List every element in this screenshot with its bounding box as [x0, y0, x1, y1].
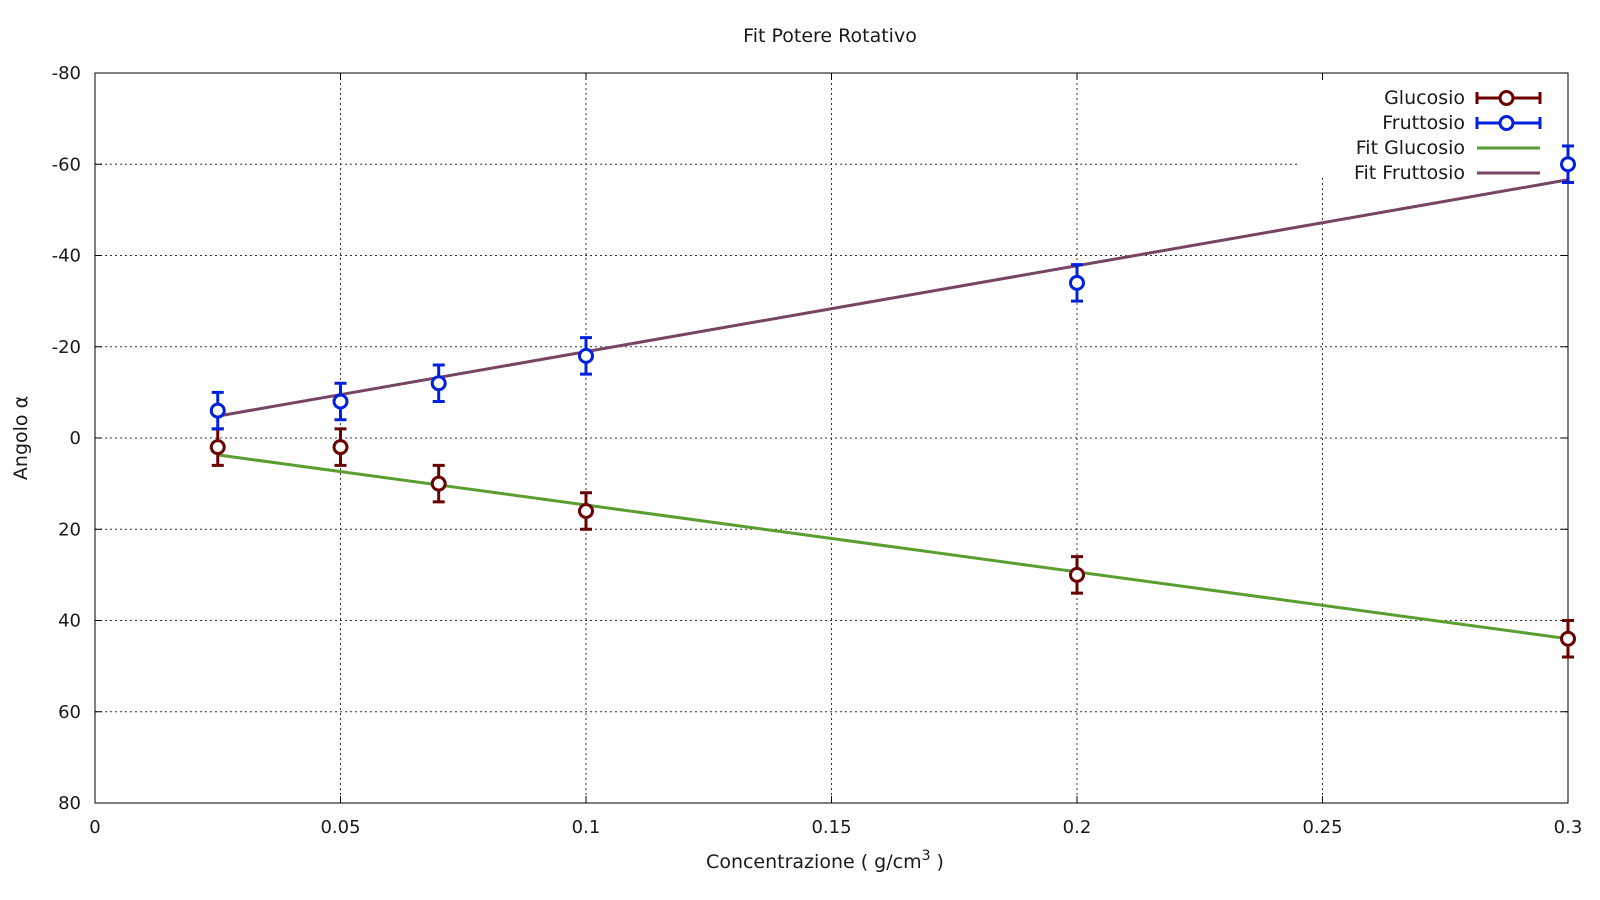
- data-marker: [1069, 274, 1085, 291]
- y-tick-label: 0: [70, 428, 81, 449]
- legend-item-fruttosio: Fruttosio: [1382, 112, 1542, 134]
- legend-item-glucosio: Glucosio: [1384, 87, 1542, 109]
- data-point-glucosio: [1560, 619, 1576, 659]
- data-marker: [430, 375, 447, 392]
- data-point-fruttosio: [332, 381, 349, 422]
- y-axis-label: Angolo α: [10, 396, 32, 480]
- data-point-glucosio: [1069, 555, 1085, 595]
- x-tick-label: 0.15: [811, 817, 851, 838]
- data-point-fruttosio: [209, 390, 226, 431]
- x-axis-label-end: ): [931, 851, 944, 873]
- y-tick-label: -40: [52, 246, 81, 267]
- y-tick-label: 40: [58, 611, 81, 632]
- y-tick-label: -60: [52, 154, 81, 175]
- legend-sample-marker: [1498, 115, 1515, 131]
- legend-label: Glucosio: [1384, 87, 1465, 109]
- legend-item-fit-fruttosio: Fit Fruttosio: [1354, 162, 1540, 184]
- data-point-glucosio: [209, 427, 226, 467]
- legend: Glucosio Fruttosio Fit Glucosio Fit Fruttos…: [1354, 87, 1542, 184]
- x-tick-label: 0.1: [572, 817, 601, 838]
- y-tick-label: 80: [58, 793, 81, 814]
- plot-area: [209, 144, 1576, 659]
- x-tick-label: 0: [89, 817, 100, 838]
- data-marker: [1560, 630, 1576, 647]
- y-tick-label: -20: [52, 337, 81, 358]
- legend-item-fit-glucosio: Fit Glucosio: [1356, 137, 1540, 159]
- legend-label: Fit Glucosio: [1356, 137, 1465, 159]
- data-point-glucosio: [430, 463, 447, 504]
- data-marker: [578, 503, 594, 519]
- axes: 0 0.05 0.1 0.15 0.2 0.25 0.3 -80 -60 -40 -20 0 20 40 6…: [52, 63, 1583, 838]
- y-tick-label: -80: [52, 63, 81, 84]
- y-tick-label: 20: [58, 519, 81, 540]
- data-point-fruttosio: [1069, 263, 1085, 303]
- data-point-fruttosio: [430, 363, 447, 403]
- data-marker: [209, 402, 226, 419]
- legend-sample-marker: [1498, 90, 1515, 106]
- x-tick-label: 0.05: [320, 817, 360, 838]
- grid: [95, 73, 1568, 803]
- data-point-glucosio: [332, 427, 349, 467]
- data-marker: [430, 475, 447, 492]
- data-marker: [332, 439, 349, 456]
- data-marker: [578, 347, 594, 364]
- series-line-fit-glucosio: [217, 453, 1569, 641]
- data-marker: [1560, 156, 1576, 173]
- data-point-fruttosio: [1560, 144, 1576, 184]
- x-axis-label-text: Concentrazione ( g/cm: [706, 851, 922, 873]
- x-axis-label: Concentrazione ( g/cm3 ): [706, 848, 944, 873]
- data-marker: [332, 393, 349, 410]
- data-point-fruttosio: [578, 336, 594, 376]
- y-tick-label: 60: [58, 702, 81, 723]
- x-axis-label-superscript: 3: [922, 848, 931, 864]
- x-tick-label: 0.2: [1063, 817, 1092, 838]
- data-marker: [209, 439, 226, 456]
- chart-title: Fit Potere Rotativo: [743, 25, 917, 47]
- legend-label: Fruttosio: [1382, 112, 1465, 134]
- series-line-fit-fruttosio: [217, 178, 1569, 418]
- legend-label: Fit Fruttosio: [1354, 162, 1465, 184]
- x-tick-label: 0.25: [1302, 817, 1342, 838]
- data-marker: [1069, 566, 1085, 583]
- data-point-glucosio: [578, 491, 594, 531]
- x-tick-label: 0.3: [1554, 817, 1583, 838]
- plot-frame: [94, 72, 1569, 804]
